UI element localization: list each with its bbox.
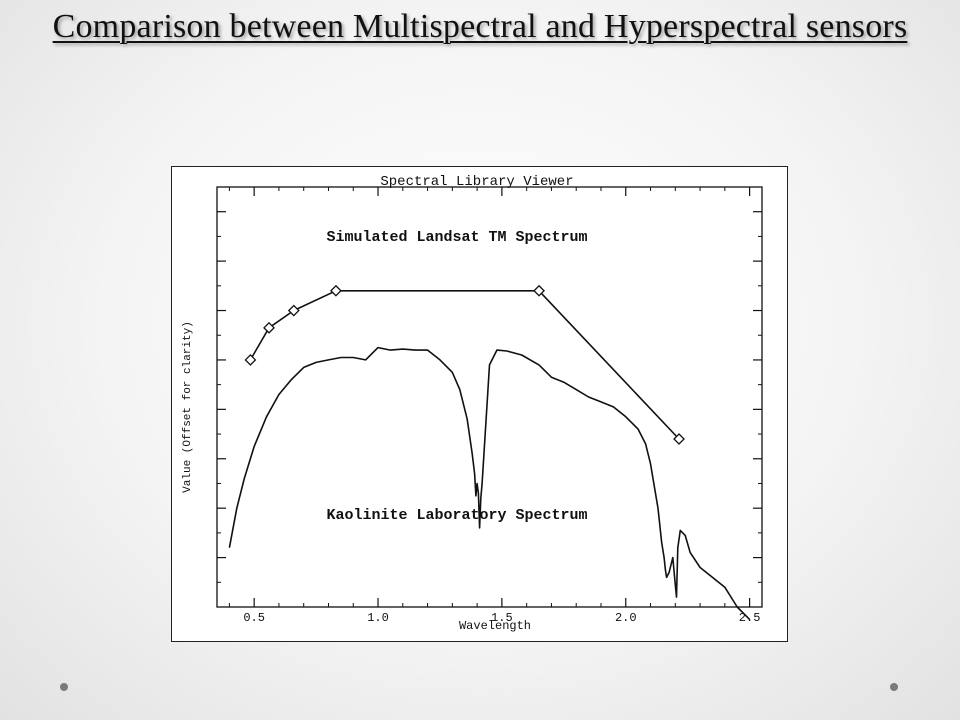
x-tick-label: 1.5: [491, 611, 513, 625]
x-tick-label: 2.5: [739, 611, 761, 625]
axis-baseline-spacer: [172, 608, 787, 609]
landsat-point-marker: [533, 284, 545, 297]
landsat-series-line: [249, 290, 680, 440]
markers-layer: [244, 284, 685, 445]
ticks-layer: 0.5 1.0 1.5 2.0 2.5: [217, 187, 762, 625]
slide-title: Comparison between Multispectral and Hyp…: [52, 8, 908, 45]
x-tick-label: 0.5: [243, 611, 265, 625]
x-tick-label: 2.0: [615, 611, 637, 625]
nav-dot-right: [890, 683, 898, 691]
annotation-simulated-landsat: Simulated Landsat TM Spectrum: [326, 229, 587, 246]
axes-layer: [172, 186, 787, 609]
landsat-point-marker: [263, 321, 275, 334]
chart-figure: 0.5 1.0 1.5 2.0 2.5 Spectral Library Viewer …: [171, 166, 788, 642]
nav-dot-left: [60, 683, 68, 691]
landsat-point-marker: [244, 354, 257, 366]
plot-frame: [216, 186, 763, 608]
landsat-point-marker: [287, 304, 300, 317]
y-axis-label: Value (Offset for clarity): [182, 321, 194, 493]
text-layer: Spectral Library Viewer Wavelength Value…: [182, 174, 588, 633]
x-axis-label: Wavelength: [459, 619, 531, 633]
series-layer: [228, 290, 751, 620]
kaolinite-series-line: [228, 346, 751, 620]
landsat-point-marker: [329, 284, 342, 297]
x-tick-label: 1.0: [367, 611, 389, 625]
chart-title: Spectral Library Viewer: [380, 174, 573, 190]
landsat-point-marker: [673, 433, 685, 445]
annotation-kaolinite-laboratory: Kaolinite Laboratory Spectrum: [326, 507, 587, 524]
spectral-chart: 0.5 1.0 1.5 2.0 2.5 Spectral Library Viewer …: [172, 174, 787, 633]
